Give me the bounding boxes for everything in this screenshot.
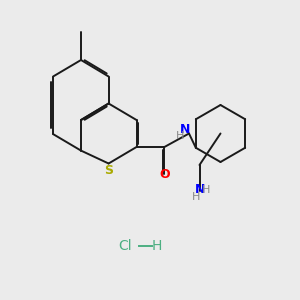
Text: O: O — [160, 168, 170, 182]
Text: S: S — [104, 164, 113, 177]
Text: H: H — [202, 185, 210, 195]
Text: H: H — [152, 239, 162, 253]
Text: Cl: Cl — [118, 239, 132, 253]
Text: N: N — [180, 123, 190, 136]
Text: N: N — [195, 183, 205, 196]
Text: H: H — [192, 192, 200, 202]
Text: H: H — [176, 131, 184, 141]
